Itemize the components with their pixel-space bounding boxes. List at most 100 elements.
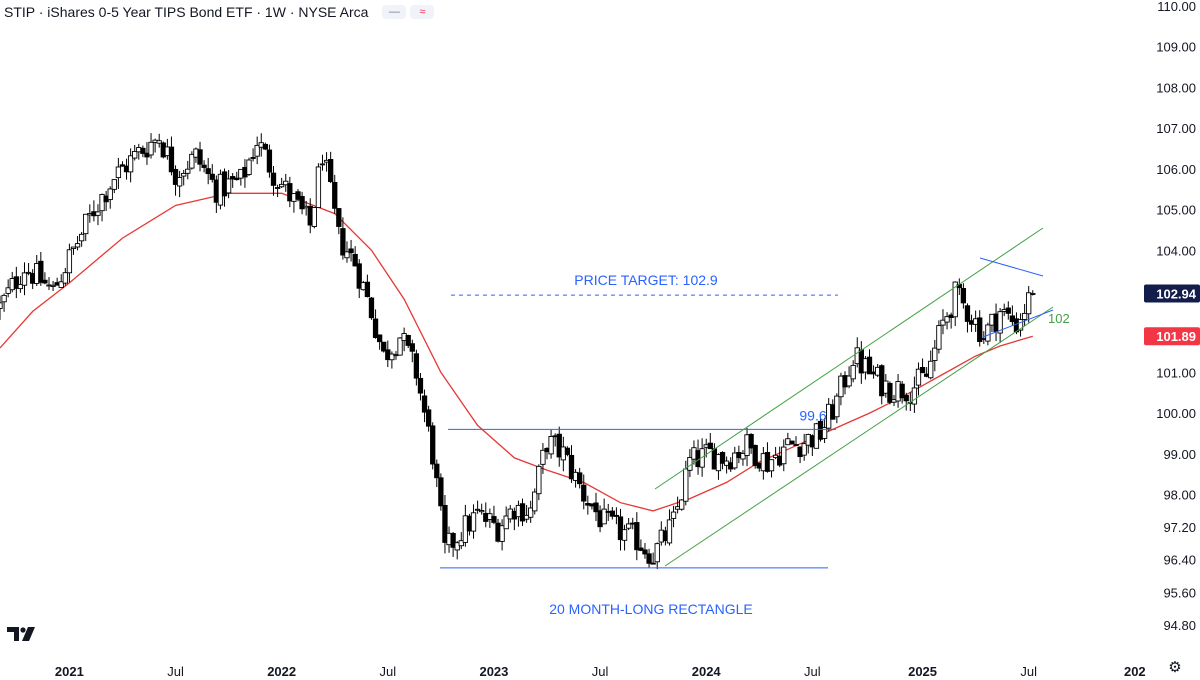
candle xyxy=(413,349,420,386)
candle-body xyxy=(960,287,967,304)
candle-body xyxy=(940,319,946,326)
candle-body xyxy=(789,440,795,445)
candle xyxy=(262,142,268,151)
candle-body xyxy=(132,151,138,159)
candle xyxy=(25,263,32,276)
candle-body xyxy=(409,343,415,352)
candle-body xyxy=(638,547,644,551)
candle-body xyxy=(752,444,758,466)
candle-body xyxy=(13,276,19,289)
candle-body xyxy=(458,540,464,547)
candle-body xyxy=(340,228,346,256)
candle xyxy=(540,443,546,474)
candle-body xyxy=(540,449,546,465)
candle-body xyxy=(181,172,187,177)
candle-body xyxy=(299,196,305,210)
candle xyxy=(928,350,934,380)
candle-body xyxy=(376,334,383,343)
candle-body xyxy=(679,499,685,510)
candle xyxy=(1026,286,1032,323)
candle xyxy=(299,191,305,215)
candle xyxy=(197,141,203,172)
candle-body xyxy=(470,512,477,532)
candle-body xyxy=(491,516,497,523)
candle xyxy=(442,495,448,554)
y-tick-label: 107.00 xyxy=(1156,121,1196,136)
candle-body xyxy=(646,553,652,564)
candle-body xyxy=(262,143,268,150)
candle-body xyxy=(283,180,289,186)
candle xyxy=(234,171,240,181)
gear-icon[interactable]: ⚙ xyxy=(1168,659,1182,676)
candle-body xyxy=(1017,319,1024,331)
ma-value-label: 101.89 xyxy=(1156,329,1196,344)
candle-body xyxy=(83,213,89,235)
candle xyxy=(609,507,615,520)
candle-body xyxy=(536,465,542,495)
candle-body xyxy=(0,302,3,309)
candle xyxy=(581,474,587,510)
y-tick-label: 98.00 xyxy=(1163,488,1196,503)
x-tick-label: 202 xyxy=(1124,664,1146,679)
candle-body xyxy=(450,533,456,548)
candle xyxy=(209,164,215,183)
candle-body xyxy=(209,173,215,180)
candle-body xyxy=(234,177,240,181)
candle-body xyxy=(38,260,44,283)
symbol-header[interactable]: STIP · iShares 0-5 Year TIPS Bond ETF · … xyxy=(4,2,435,22)
candle-body xyxy=(532,491,538,512)
candle-body xyxy=(985,324,991,342)
wave-icon[interactable]: ≈ xyxy=(410,5,435,19)
tradingview-logo-icon[interactable] xyxy=(6,625,40,643)
candle xyxy=(899,381,905,404)
y-tick-label: 101.00 xyxy=(1156,365,1196,380)
candle-body xyxy=(887,382,893,403)
candle-body xyxy=(176,177,183,187)
resistance-label: 99.6 xyxy=(799,407,826,423)
candle xyxy=(376,334,383,350)
candle xyxy=(176,170,183,198)
y-tick-label: 109.00 xyxy=(1156,40,1196,55)
minus-icon[interactable]: — xyxy=(382,5,407,19)
candle-body xyxy=(246,159,252,176)
candle xyxy=(781,439,787,472)
candle-body xyxy=(328,159,334,183)
candle xyxy=(340,217,346,260)
candle-body xyxy=(911,387,918,405)
candle xyxy=(646,548,652,568)
candle-body xyxy=(846,375,852,387)
candle xyxy=(13,266,19,299)
candle-body xyxy=(581,484,587,502)
candle-body xyxy=(311,207,317,227)
candle-body xyxy=(201,164,207,168)
candle xyxy=(454,541,460,560)
symbol-title[interactable]: STIP · iShares 0-5 Year TIPS Bond ETF · … xyxy=(4,4,369,20)
candle xyxy=(266,144,273,178)
candle-body xyxy=(866,356,873,375)
candle-body xyxy=(964,305,971,322)
candle xyxy=(1,293,7,312)
candle-body xyxy=(781,446,787,465)
candle xyxy=(789,440,795,445)
candle xyxy=(450,531,456,557)
current-price-label: 102.94 xyxy=(1156,286,1197,301)
candle xyxy=(932,340,938,372)
x-tick-label: Jul xyxy=(592,664,609,679)
candle xyxy=(564,446,571,457)
candle xyxy=(793,436,799,446)
candle xyxy=(311,206,317,229)
candle xyxy=(846,366,852,389)
candle-body xyxy=(336,208,342,227)
candle xyxy=(503,506,509,530)
candle xyxy=(425,405,432,432)
candle xyxy=(997,308,1003,343)
candle xyxy=(287,176,293,208)
candle-body xyxy=(997,311,1003,334)
candle xyxy=(474,500,481,514)
candle-body xyxy=(434,463,440,479)
candle-body xyxy=(254,144,260,157)
candle-body xyxy=(977,317,983,342)
candle xyxy=(499,519,505,551)
candle xyxy=(626,517,632,531)
